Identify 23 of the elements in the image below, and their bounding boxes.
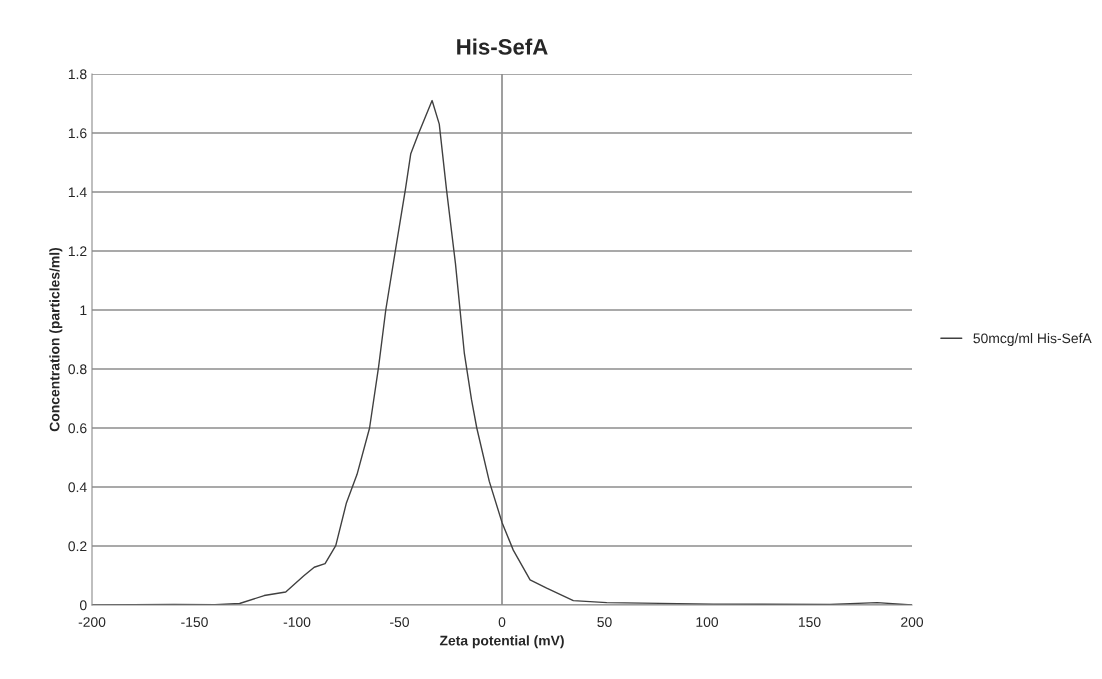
y-tick-label: 1 [80, 305, 87, 316]
y-tick-label: 0.8 [68, 364, 87, 375]
x-tick-label: 100 [696, 617, 719, 628]
y-tick-label: 0 [79, 600, 87, 611]
x-tick-label: -100 [283, 617, 311, 628]
y-tick-label: 1.2 [68, 246, 87, 257]
legend-label: 50mcg/ml His-SefA [973, 333, 1092, 346]
x-axis-title: Zeta potential (mV) [439, 635, 564, 649]
x-tick-label: -50 [390, 617, 409, 628]
y-axis-title: Concentration (particles/ml) [49, 247, 63, 432]
y-tick-label: 1.6 [68, 128, 87, 139]
y-tick-label: 1.4 [68, 187, 87, 198]
x-tick-label: 200 [901, 617, 924, 628]
x-tick-label: -200 [78, 617, 106, 628]
x-tick-label: 50 [597, 617, 612, 628]
y-tick-label: 0.4 [68, 482, 87, 493]
y-tick-label: 0.6 [68, 423, 87, 434]
x-tick-label: -150 [181, 617, 208, 628]
y-tick-label: 1.8 [68, 69, 87, 80]
y-tick-label: 0.2 [68, 541, 87, 552]
x-tick-label: 150 [798, 617, 821, 628]
x-tick-label: 0 [498, 617, 506, 628]
chart-title: His-SefA [457, 38, 548, 55]
